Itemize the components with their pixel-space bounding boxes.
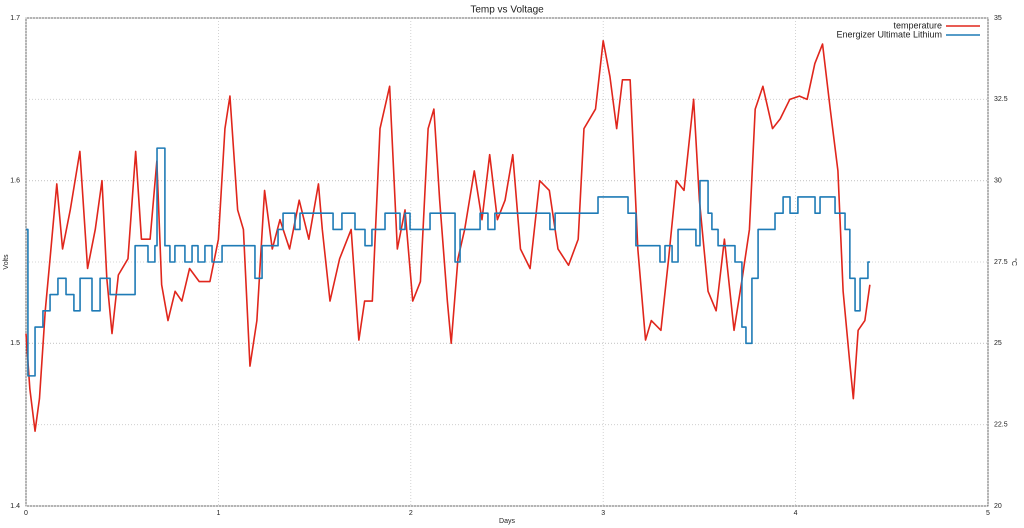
data-line <box>25 39 871 432</box>
y2-tick-label: 25 <box>994 340 1002 347</box>
x-tick-label: 2 <box>409 510 413 517</box>
legend-label: Energizer Ultimate Lithium <box>836 29 942 39</box>
legend-label: temperature <box>893 20 942 30</box>
x-tick-label: 3 <box>601 510 605 517</box>
chart-title: Temp vs Voltage <box>470 5 544 16</box>
x-axis-label: Days <box>499 518 515 525</box>
x-tick-label: 4 <box>794 510 798 517</box>
y-tick-label: 1.7 <box>10 15 20 22</box>
y-tick-label: 1.6 <box>10 178 20 185</box>
x-tick-label: 1 <box>216 510 220 517</box>
y-tick-label: 1.4 <box>10 503 20 510</box>
y2-tick-label: 35 <box>994 15 1002 22</box>
x-tick-label: 5 <box>986 510 990 517</box>
y2-tick-label: 27.5 <box>994 259 1008 266</box>
y2-axis-label: °C <box>1010 258 1018 266</box>
y2-tick-label: 30 <box>994 178 1002 185</box>
y2-tick-label: 32.5 <box>994 96 1008 103</box>
y-tick-label: 1.5 <box>10 340 20 347</box>
y2-tick-label: 22.5 <box>994 422 1008 429</box>
x-tick-label: 0 <box>24 510 28 517</box>
y-axis-label: Volts <box>3 254 10 270</box>
y2-tick-label: 20 <box>994 503 1002 510</box>
data-line <box>26 147 871 377</box>
